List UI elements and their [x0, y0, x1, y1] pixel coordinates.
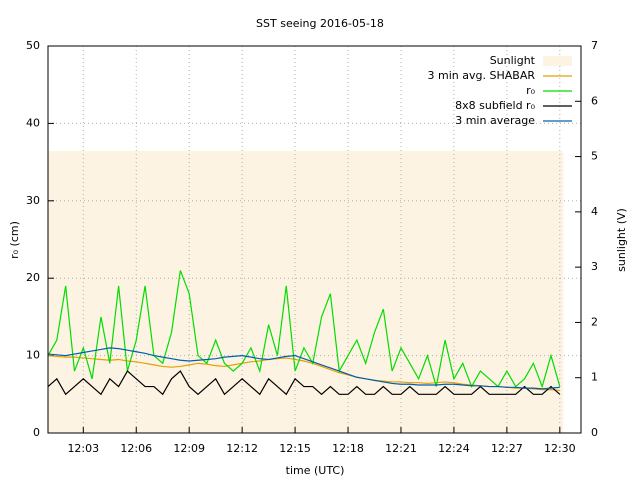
x-tick-label: 12:18 [332, 442, 364, 455]
legend-label: 8x8 subfield r₀ [455, 99, 535, 112]
y2-tick-label: 3 [591, 260, 598, 273]
legend-label: 3 min average [455, 114, 535, 127]
line [47, 347, 560, 390]
chart-title: SST seeing 2016-05-18 [256, 17, 384, 30]
area [48, 151, 564, 434]
y-tick-label: 20 [26, 271, 40, 284]
legend-label: 3 min avg. SHABAR [428, 69, 536, 82]
x-tick-label: 12:06 [120, 442, 152, 455]
y2-tick-label: 7 [591, 39, 598, 52]
x-tick-label: 12:21 [385, 442, 417, 455]
line [47, 370, 561, 396]
line [47, 270, 561, 389]
x-tick-label: 12:24 [438, 442, 470, 455]
y-tick-label: 0 [33, 426, 40, 439]
y2-tick-label: 5 [591, 150, 598, 163]
y-tick-label: 50 [26, 39, 40, 52]
x-tick-label: 12:15 [279, 442, 311, 455]
y-tick-label: 10 [26, 349, 40, 362]
y2-axis-label: sunlight (V) [615, 208, 628, 272]
x-tick-label: 12:09 [173, 442, 205, 455]
x-tick-label: 12:12 [226, 442, 258, 455]
x-tick-label: 12:03 [67, 442, 99, 455]
x-axis-label: time (UTC) [286, 464, 345, 477]
legend-label: Sunlight [490, 54, 536, 67]
y2-tick-label: 4 [591, 205, 598, 218]
y2-tick-label: 6 [591, 94, 598, 107]
legend-label: r₀ [526, 84, 536, 97]
y2-tick-label: 2 [591, 315, 598, 328]
x-tick-label: 12:30 [544, 442, 576, 455]
y2-tick-label: 1 [591, 371, 598, 384]
x-tick-label: 12:27 [491, 442, 523, 455]
y-tick-label: 40 [26, 116, 40, 129]
y2-tick-label: 0 [591, 426, 598, 439]
legend-swatch [543, 56, 572, 66]
y-tick-label: 30 [26, 194, 40, 207]
y-axis-label: r₀ (cm) [8, 221, 21, 259]
plot-border [47, 45, 582, 434]
